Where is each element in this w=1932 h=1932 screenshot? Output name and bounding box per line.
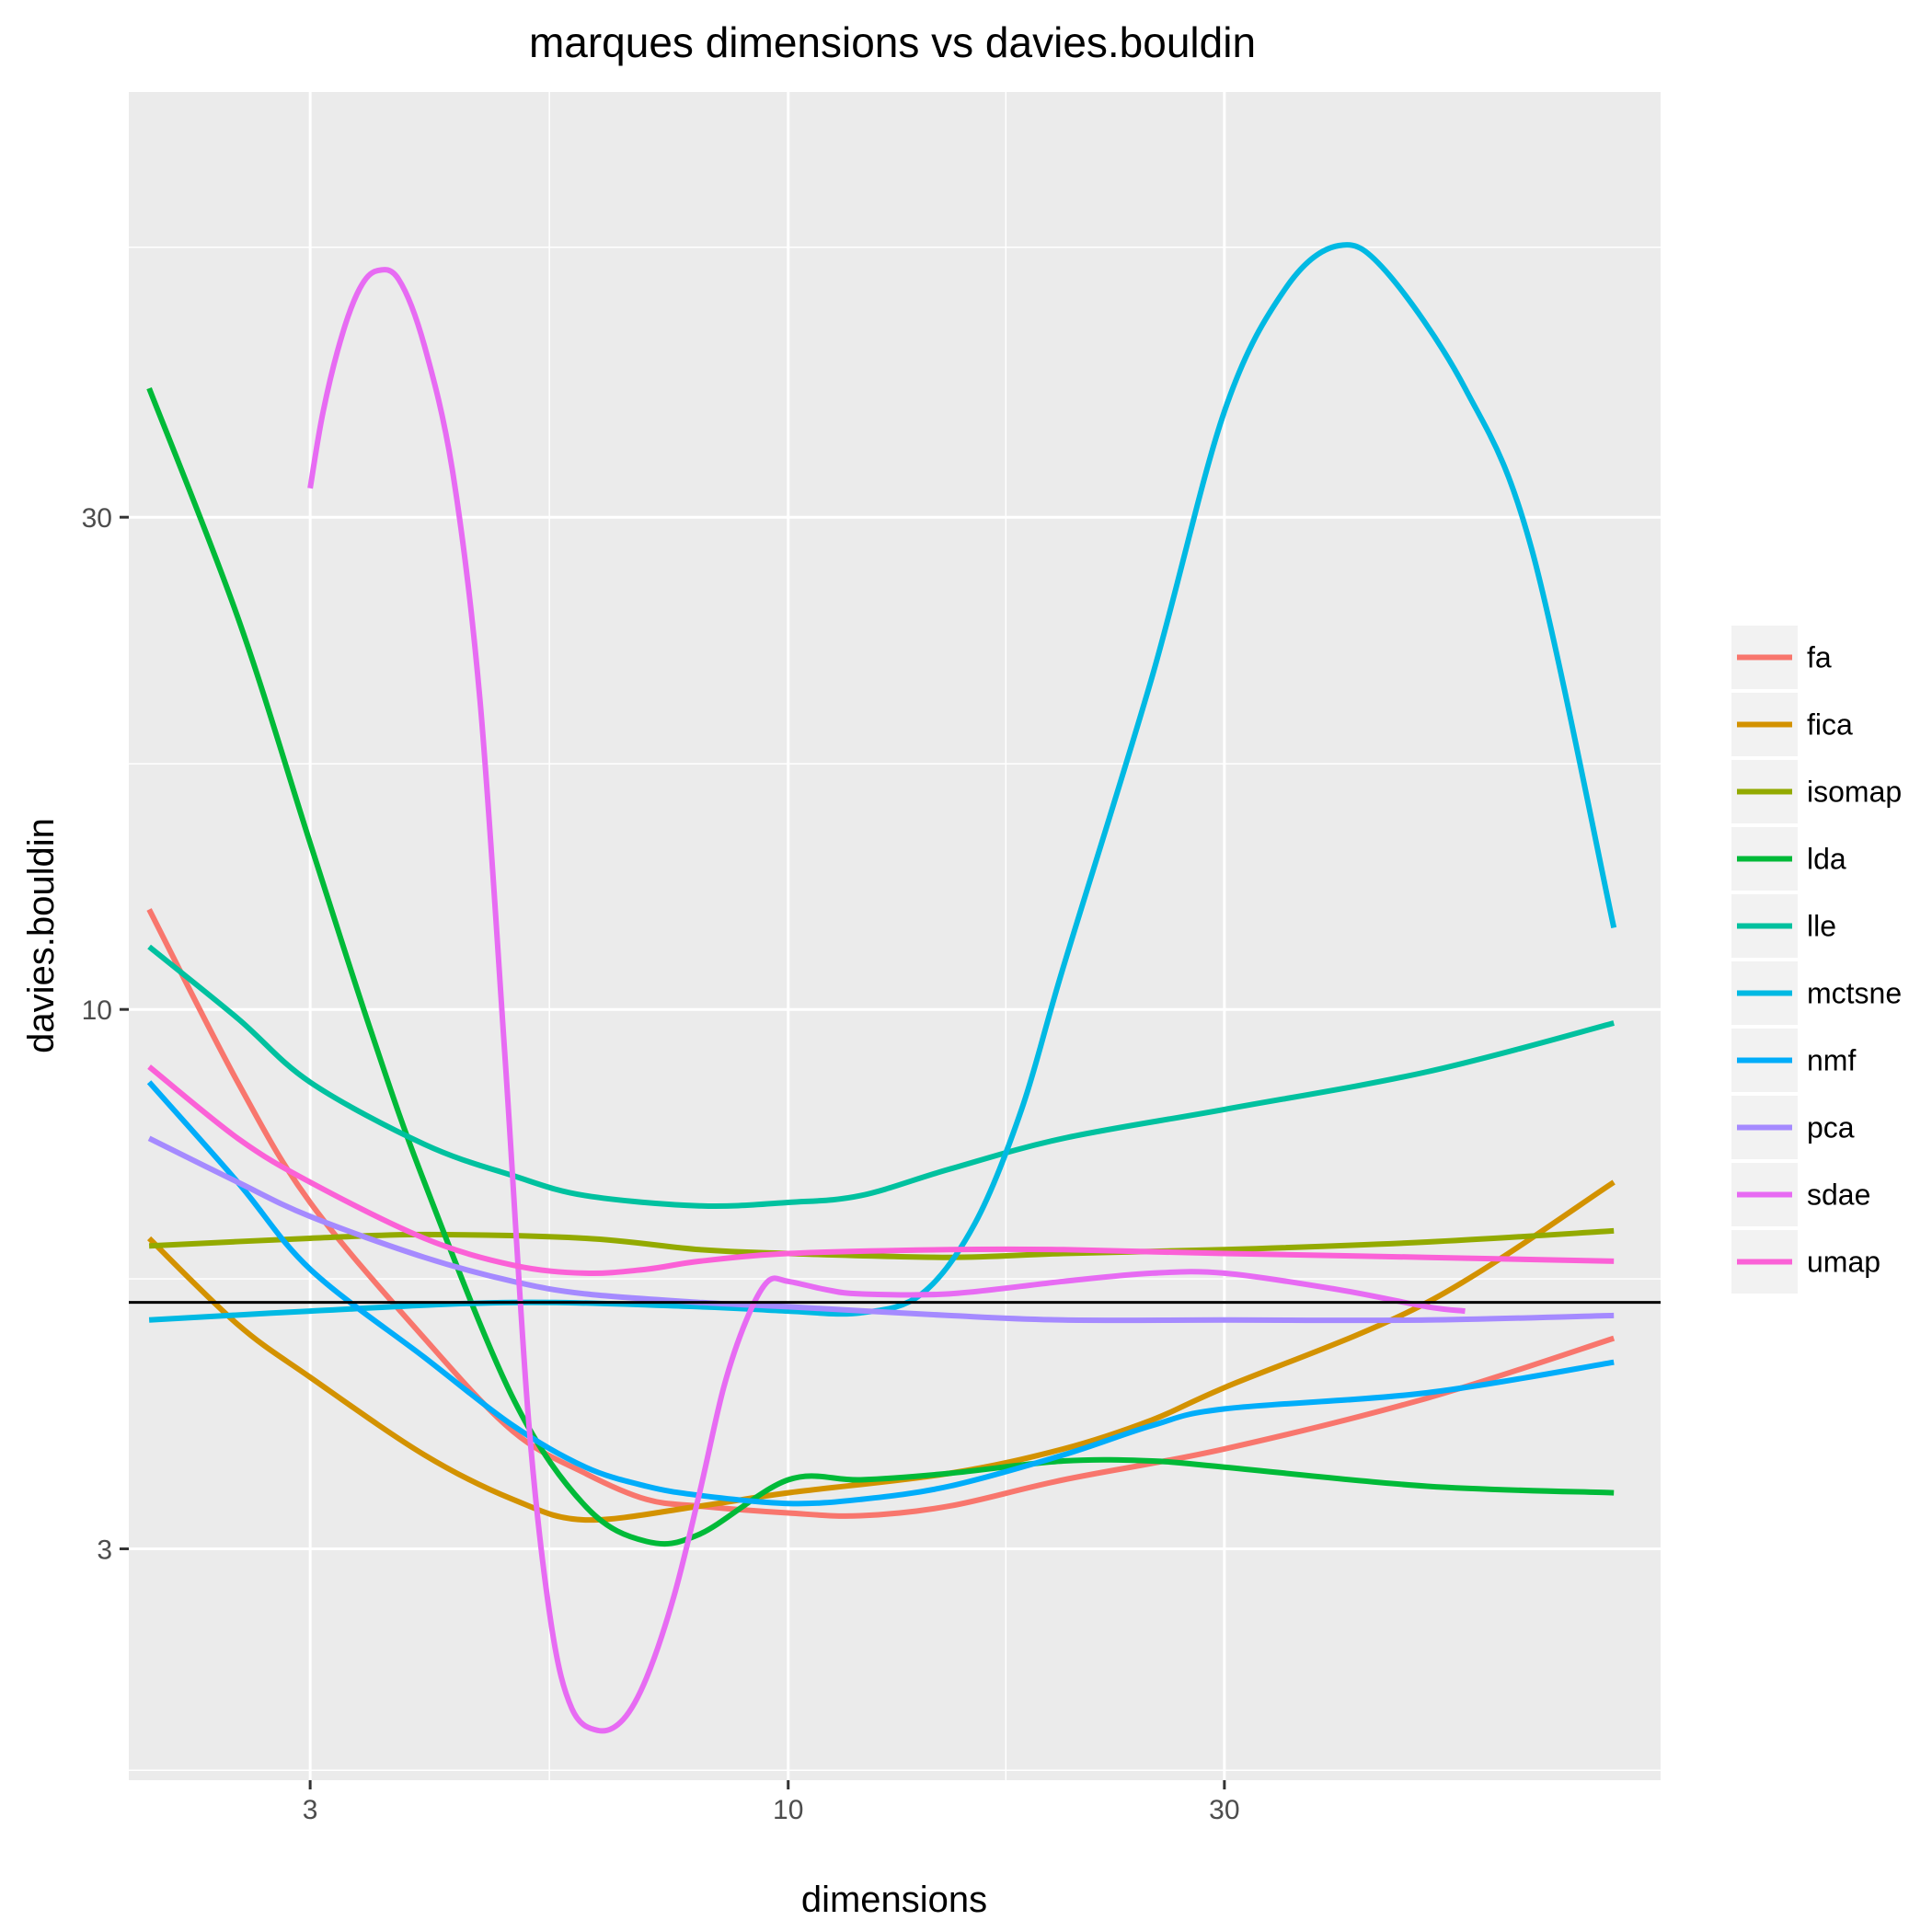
legend-item-sdae: sdae [1731, 1163, 1870, 1226]
series-line-umap [147, 1064, 1615, 1277]
series-line-pca [147, 1135, 1615, 1324]
x-axis-title: dimensions [801, 1880, 987, 1920]
y-axis: 3 10 30 [82, 503, 129, 1566]
plot-panel [129, 92, 1661, 1780]
series-lines [146, 242, 1617, 1734]
legend-label: mctsne [1807, 977, 1902, 1010]
legend-label: lda [1807, 843, 1846, 876]
major-gridlines [129, 92, 1661, 1780]
legend-label: umap [1807, 1246, 1880, 1279]
legend: fa fica isomap lda lle mctsne nmf pca sdae umap [1731, 626, 1902, 1294]
y-tick-label: 3 [97, 1535, 112, 1566]
legend-label: pca [1807, 1111, 1855, 1144]
y-axis-title: davies.bouldin [21, 818, 62, 1053]
x-tick-label: 10 [773, 1795, 803, 1825]
series-line-lle [147, 944, 1615, 1209]
chart-title: marques dimensions vs davies.bouldin [529, 18, 1256, 66]
legend-item-pca: pca [1731, 1096, 1855, 1159]
x-tick-label: 3 [303, 1795, 318, 1825]
series-line-sdae [307, 267, 1466, 1734]
y-tick-label: 30 [82, 503, 112, 534]
legend-label: sdae [1807, 1179, 1870, 1212]
minor-gridlines [129, 92, 1661, 1780]
series-line-mctsne [148, 242, 1617, 1323]
legend-label: fica [1807, 708, 1853, 742]
series-line-lda [146, 387, 1615, 1547]
series-line-nmf [146, 1080, 1615, 1507]
legend-label: nmf [1807, 1044, 1856, 1077]
legend-item-nmf: nmf [1731, 1029, 1856, 1092]
legend-item-fica: fica [1731, 693, 1853, 756]
legend-item-lda: lda [1731, 827, 1846, 891]
legend-item-mctsne: mctsne [1731, 961, 1902, 1025]
series-line-fica [147, 1179, 1616, 1524]
legend-item-umap: umap [1731, 1230, 1880, 1294]
legend-item-lle: lle [1731, 894, 1836, 958]
legend-label: fa [1807, 641, 1832, 674]
legend-label: lle [1807, 910, 1836, 943]
legend-item-isomap: isomap [1731, 760, 1902, 823]
x-tick-label: 30 [1209, 1795, 1239, 1825]
legend-label: isomap [1807, 776, 1902, 809]
x-axis: 3 10 30 [303, 1780, 1240, 1825]
legend-item-fa: fa [1731, 626, 1832, 689]
y-tick-label: 10 [82, 995, 112, 1026]
